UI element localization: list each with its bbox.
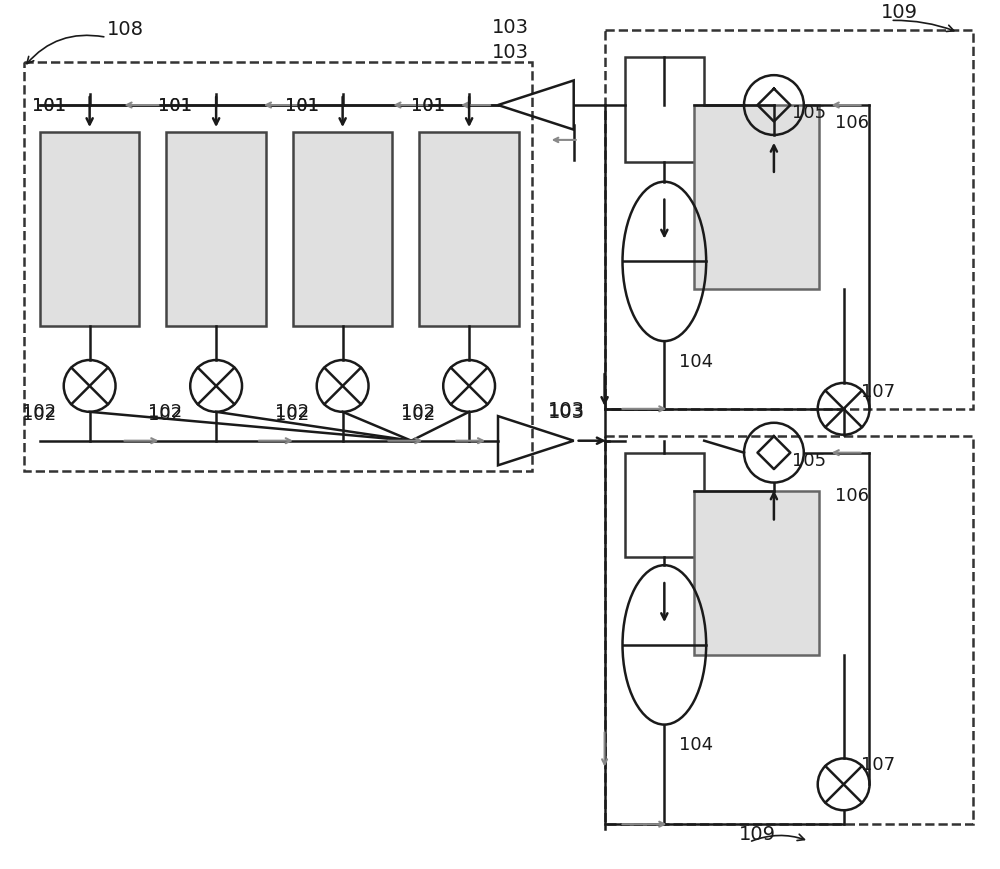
Text: 102: 102 [148, 405, 183, 423]
Text: 104: 104 [679, 353, 713, 370]
Text: 107: 107 [861, 755, 895, 773]
Text: 101: 101 [32, 97, 66, 115]
Bar [605, 436, 973, 824]
Text: 103: 103 [492, 18, 529, 37]
Text: 102: 102 [401, 402, 436, 421]
Text: 104: 104 [679, 736, 713, 753]
Text: 101: 101 [411, 97, 445, 115]
Text: 107: 107 [861, 382, 895, 401]
Bar [293, 133, 392, 327]
Text: 102: 102 [22, 402, 56, 421]
Text: 109: 109 [739, 824, 776, 843]
Text: 101: 101 [285, 97, 319, 115]
Bar [166, 133, 266, 327]
Text: 101: 101 [285, 97, 319, 115]
Bar [694, 491, 819, 655]
Bar [625, 453, 704, 558]
Text: 106: 106 [835, 487, 869, 505]
Bar [694, 106, 819, 290]
Text: 105: 105 [792, 104, 826, 122]
Bar [40, 133, 139, 327]
Text: 103: 103 [548, 402, 585, 421]
Text: 105: 105 [792, 451, 826, 469]
Text: 109: 109 [880, 3, 917, 23]
Text: 101: 101 [158, 97, 192, 115]
Bar [605, 31, 973, 409]
Text: 101: 101 [32, 97, 66, 115]
Bar [625, 58, 704, 163]
Text: 102: 102 [148, 402, 183, 421]
Bar [24, 63, 532, 471]
Text: 108: 108 [107, 20, 144, 39]
Text: 102: 102 [275, 402, 309, 421]
Text: 101: 101 [158, 97, 192, 115]
Bar [419, 133, 519, 327]
Text: 102: 102 [22, 405, 56, 423]
Text: 103: 103 [548, 401, 585, 420]
Text: 102: 102 [275, 405, 309, 423]
Text: 102: 102 [401, 405, 436, 423]
Text: 101: 101 [411, 97, 445, 115]
Text: 106: 106 [835, 114, 869, 132]
Text: 103: 103 [492, 43, 529, 63]
